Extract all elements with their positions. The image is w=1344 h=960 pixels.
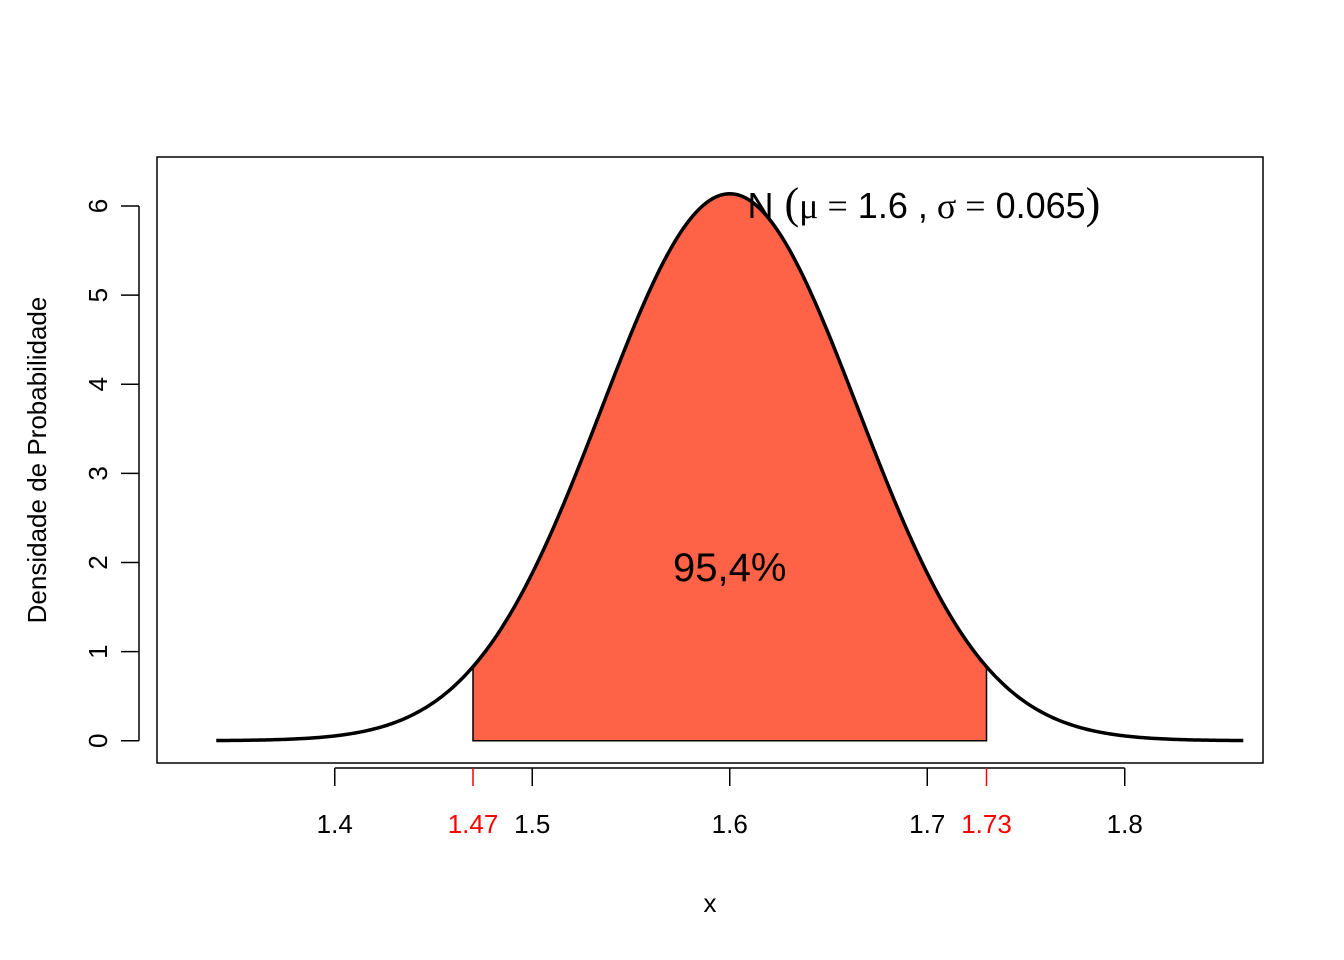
shaded-area-layer xyxy=(472,193,988,742)
x-axis-title: x xyxy=(704,888,717,918)
y-tick-label: 0 xyxy=(83,733,113,747)
x-tick-label: 1.6 xyxy=(712,809,748,839)
x-tick-label: 1.7 xyxy=(909,809,945,839)
distribution-annotation-part: 0.065 xyxy=(986,185,1086,226)
highlight-ticks: 1.47 1.73 xyxy=(448,768,1012,839)
x-tick-label: 1.4 xyxy=(317,809,353,839)
distribution-annotation-part: = xyxy=(818,186,847,226)
y-tick-label: 2 xyxy=(83,555,113,569)
shaded-area-percentage: 95,4% xyxy=(673,546,786,590)
shaded-area xyxy=(472,193,988,742)
x-tick-label: 1.8 xyxy=(1107,809,1143,839)
curve-layer xyxy=(216,192,1244,743)
distribution-annotation: N (μ = 1.6 , σ = 0.065) xyxy=(748,179,1101,228)
y-axis: 0 1 2 3 4 5 6 xyxy=(83,199,140,748)
distribution-annotation-part: μ xyxy=(799,186,818,226)
distribution-annotation-part: ) xyxy=(1086,179,1101,228)
y-tick-label: 1 xyxy=(83,644,113,658)
y-tick-label: 3 xyxy=(83,466,113,480)
highlight-tick-label: 1.73 xyxy=(961,809,1012,839)
plot-frame xyxy=(156,156,1264,764)
y-tick-label: 6 xyxy=(83,199,113,213)
y-tick-label: 5 xyxy=(83,288,113,302)
density-curve xyxy=(216,192,1244,743)
distribution-annotation-part: ( xyxy=(774,179,800,228)
y-axis-title: Densidade de Probabilidade xyxy=(22,297,52,624)
distribution-annotation-part: σ xyxy=(928,186,956,226)
y-tick-label: 4 xyxy=(83,377,113,391)
distribution-annotation-part: , xyxy=(908,185,928,226)
distribution-annotation-part: 1.6 xyxy=(848,185,908,226)
distribution-annotation-part: = xyxy=(956,186,985,226)
distribution-annotation-part: N xyxy=(748,185,774,226)
highlight-tick-label: 1.47 xyxy=(448,809,499,839)
x-tick-label: 1.5 xyxy=(514,809,550,839)
x-axis: 1.4 1.5 1.6 1.7 1.8 xyxy=(317,767,1143,839)
